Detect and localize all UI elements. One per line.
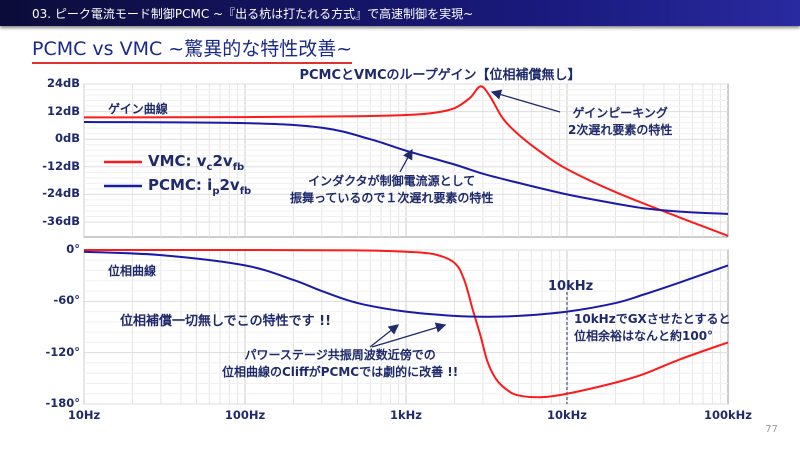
annotation-arrow bbox=[371, 322, 447, 348]
x-tick-label: 100kHz bbox=[704, 408, 752, 422]
y-tick-label: -180° bbox=[45, 396, 80, 410]
y-tick-label: 0dB bbox=[55, 131, 80, 146]
annotation-arrow bbox=[399, 148, 413, 173]
chart-title: PCMCとVMCのループゲイン【位相補償無し】 bbox=[299, 68, 581, 83]
y-tick-label: -24dB bbox=[42, 186, 80, 201]
x-tick-label: 10Hz bbox=[67, 408, 101, 422]
y-tick-label: 12dB bbox=[46, 103, 80, 118]
legend-pcmc: PCMC: ip2vfb bbox=[148, 176, 252, 197]
y-tick-label: -60° bbox=[53, 293, 80, 308]
annotation-arrow bbox=[369, 324, 400, 348]
phase-panel-label: 位相曲線 bbox=[108, 264, 157, 278]
legend-vmc: VMC: vc2vfb bbox=[148, 152, 245, 173]
pcmc-gain-curve bbox=[83, 120, 729, 215]
annotation-arrow bbox=[490, 89, 561, 113]
x-tick-label: 1kHz bbox=[390, 408, 422, 422]
y-tick-label: -120° bbox=[45, 344, 80, 359]
x-tick-label: 10kHz bbox=[547, 408, 587, 422]
section-title: 03. ピーク電流モード制御PCMC ~『出る杭は打たれる方式』で高速制御を実現… bbox=[32, 7, 474, 21]
annotation-no-compensation: 位相補償一切無しでこの特性です !! bbox=[120, 314, 331, 329]
y-tick-label: -36dB bbox=[42, 214, 80, 228]
slide-title: PCMC vs VMC ~驚異的な特性改善~ bbox=[32, 34, 353, 64]
pcmc-phase-curve bbox=[83, 250, 729, 318]
annotation-cliff: パワーステージ共振周波数近傍での 位相曲線のCliffがPCMCでは劇的に改善 !… bbox=[222, 348, 459, 379]
vmc-phase-curve bbox=[83, 248, 729, 399]
annotation-first-order: インダクタが制御電流源として 振舞っているので１次遅れ要素の特性 bbox=[290, 174, 494, 205]
annotation-gain-peaking: ゲインピーキング 2次遅れ要素の特性 bbox=[568, 106, 673, 137]
y-tick-label: 0° bbox=[66, 242, 80, 256]
gain-panel-label: ゲイン曲線 bbox=[108, 102, 168, 116]
marker-label-10khz: 10kHz bbox=[548, 279, 594, 294]
x-tick-label: 100Hz bbox=[224, 408, 266, 422]
vmc-gain-curve bbox=[83, 85, 729, 237]
annotation-phase-margin: 10kHzでGXさせたとすると 位相余裕はなんと約100° bbox=[574, 312, 731, 343]
y-tick-label: -12dB bbox=[42, 158, 80, 173]
section-header: 03. ピーク電流モード制御PCMC ~『出る杭は打たれる方式』で高速制御を実現… bbox=[0, 0, 800, 26]
y-tick-label: 24dB bbox=[46, 76, 80, 90]
page-number: 77 bbox=[765, 424, 778, 435]
